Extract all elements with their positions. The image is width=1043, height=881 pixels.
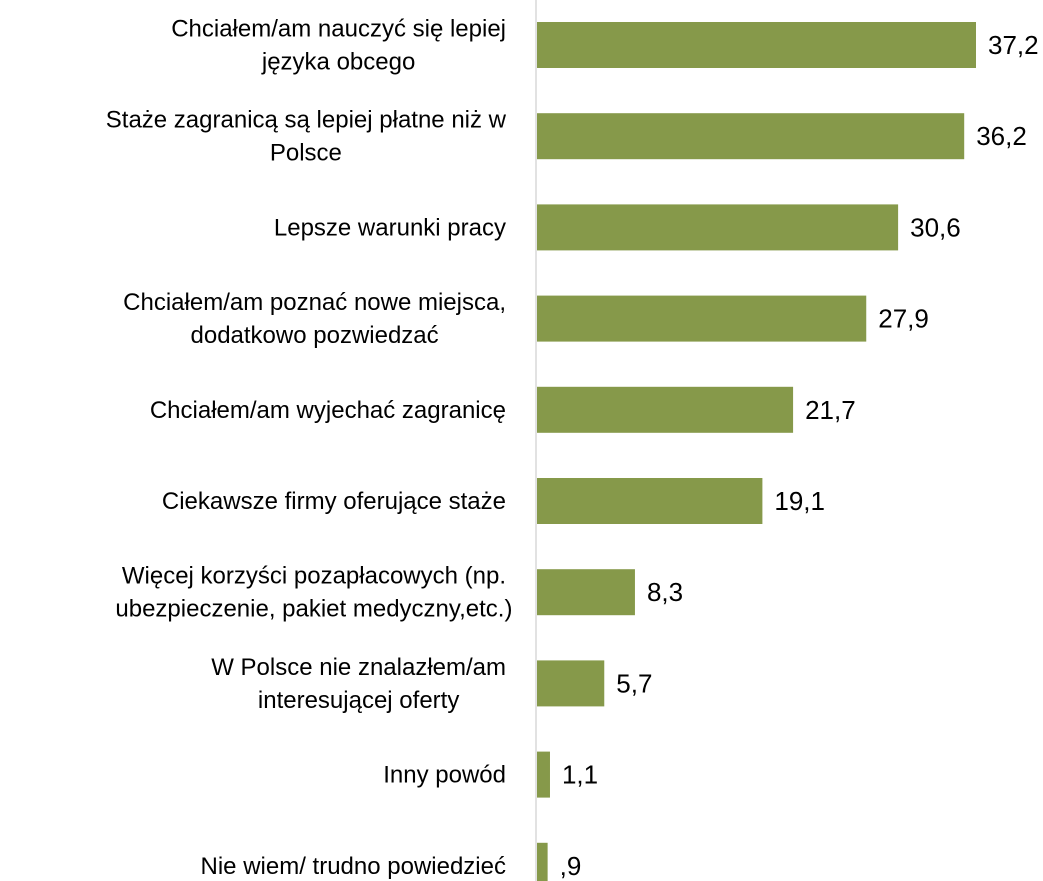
value-label: 21,7 bbox=[805, 395, 856, 425]
value-label: 30,6 bbox=[910, 212, 961, 242]
value-label: ,9 bbox=[560, 851, 582, 881]
bar bbox=[537, 751, 550, 798]
category-label: Chciałem/am nauczyć się lepiej języka obc… bbox=[171, 16, 506, 76]
value-label: 27,9 bbox=[878, 304, 929, 334]
bar bbox=[537, 569, 635, 616]
value-label: 1,1 bbox=[562, 760, 598, 790]
category-label: Chciałem/am wyjechać zagranicę bbox=[150, 397, 506, 424]
category-label: Lepsze warunki pracy bbox=[274, 214, 506, 241]
bar bbox=[537, 113, 965, 160]
bar bbox=[537, 22, 976, 68]
bar bbox=[537, 660, 605, 707]
category-label: Staże zagranicą są lepiej płatne niż w Po… bbox=[106, 107, 507, 167]
value-label: 37,2 bbox=[988, 30, 1039, 60]
value-label: 36,2 bbox=[976, 121, 1027, 151]
bar bbox=[537, 204, 899, 251]
bar bbox=[537, 842, 548, 881]
category-label: Chciałem/am poznać nowe miejsca, dodatkow… bbox=[123, 289, 506, 349]
value-labels-group: 37,2 36,2 30,6 27,9 21,7 19,1 8,3 5,7 1,1 ,9 bbox=[560, 30, 1039, 881]
value-label: 19,1 bbox=[774, 486, 825, 516]
category-label: W Polsce nie znalazłem/am interesującej o… bbox=[211, 654, 506, 714]
bar bbox=[537, 386, 794, 433]
bar bbox=[537, 295, 867, 342]
category-label: Inny powód bbox=[383, 762, 506, 789]
value-label: 8,3 bbox=[647, 577, 683, 607]
category-label: Nie wiem/ trudno powiedzieć bbox=[201, 853, 506, 880]
bar bbox=[537, 478, 763, 524]
category-label: Więcej korzyści pozapłacowych (np. ubezpi… bbox=[115, 563, 512, 623]
category-label: Ciekawsze firmy oferujące staże bbox=[162, 488, 506, 515]
bars-group bbox=[537, 22, 976, 881]
category-labels-group: Chciałem/am nauczyć się lepiej języka obc… bbox=[106, 16, 513, 880]
value-label: 5,7 bbox=[616, 668, 652, 698]
